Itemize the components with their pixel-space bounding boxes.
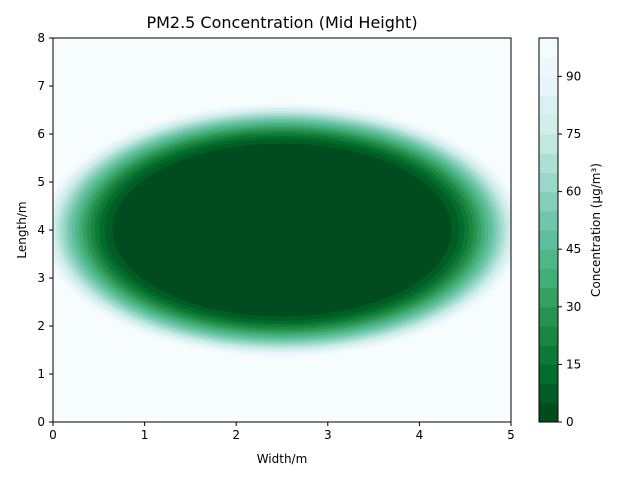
colorbar: 0 15 30 45 60 75 90 Concentration (μg/m³): [538, 37, 603, 429]
y-tick-label: 2: [37, 319, 45, 333]
colorbar-band: [539, 76, 558, 97]
plot-area: [52, 37, 512, 423]
colorbar-band: [539, 114, 558, 135]
colorbar-band: [539, 210, 558, 231]
contour-band: [112, 143, 452, 317]
colorbar-ticks: 0 15 30 45 60 75 90: [558, 69, 581, 429]
colorbar-band: [539, 345, 558, 365]
y-tick-label: 8: [37, 31, 45, 45]
y-tick-label: 0: [37, 415, 45, 429]
colorbar-band: [539, 57, 558, 77]
colorbar-tick-label: 75: [566, 127, 581, 141]
y-tick-label: 1: [37, 367, 45, 381]
x-tick-label: 0: [49, 428, 57, 442]
colorbar-band: [539, 172, 558, 193]
colorbar-band: [539, 249, 558, 269]
colorbar-band: [539, 191, 558, 212]
y-axis: 0 1 2 3 4 5 6 7 8: [37, 31, 53, 429]
chart-title: PM2.5 Concentration (Mid Height): [146, 13, 417, 32]
y-tick-label: 4: [37, 223, 45, 237]
colorbar-band: [539, 364, 558, 385]
x-tick-label: 3: [324, 428, 332, 442]
contour-bands: [53, 103, 511, 357]
colorbar-bands: [539, 38, 558, 423]
colorbar-tick-label: 0: [566, 415, 574, 429]
colorbar-tick-label: 45: [566, 242, 581, 256]
y-tick-label: 3: [37, 271, 45, 285]
colorbar-band: [539, 95, 558, 116]
y-tick-label: 5: [37, 175, 45, 189]
x-axis: 0 1 2 3 4 5: [49, 422, 515, 442]
y-tick-label: 7: [37, 79, 45, 93]
x-tick-label: 2: [232, 428, 240, 442]
colorbar-label: Concentration (μg/m³): [589, 163, 603, 297]
colorbar-band: [539, 268, 558, 289]
x-tick-label: 5: [507, 428, 515, 442]
x-axis-label: Width/m: [257, 452, 308, 466]
y-tick-label: 6: [37, 127, 45, 141]
colorbar-band: [539, 326, 558, 346]
x-tick-label: 1: [141, 428, 149, 442]
colorbar-band: [539, 134, 558, 154]
colorbar-band: [539, 402, 558, 423]
colorbar-band: [539, 153, 558, 173]
y-axis-label: Length/m: [15, 201, 29, 258]
colorbar-band: [539, 38, 558, 58]
colorbar-band: [539, 230, 558, 250]
colorbar-tick-label: 60: [566, 185, 581, 199]
colorbar-band: [539, 306, 558, 327]
colorbar-tick-label: 30: [566, 300, 581, 314]
colorbar-frame: [538, 37, 559, 423]
colorbar-band: [539, 287, 558, 308]
colorbar-tick-label: 90: [566, 69, 581, 83]
colorbar-band: [539, 383, 558, 404]
colorbar-tick-label: 15: [566, 357, 581, 371]
x-tick-label: 4: [416, 428, 424, 442]
